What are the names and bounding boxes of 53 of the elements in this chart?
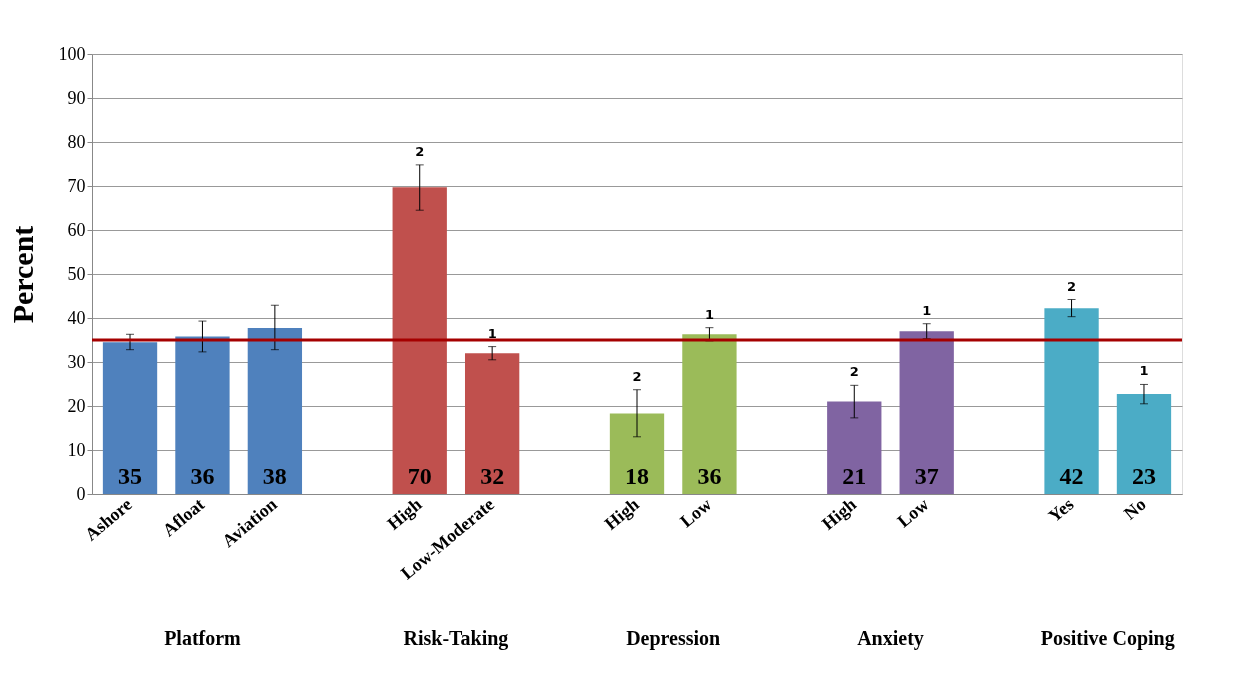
y-tick-label: 70: [67, 175, 86, 196]
y-tick-label: 100: [58, 43, 86, 64]
bar: [899, 331, 954, 494]
bar: [392, 187, 447, 494]
annotation: 2: [415, 143, 425, 159]
x-tick-label: Low: [893, 494, 933, 532]
data-label: 42: [1059, 463, 1084, 489]
x-tick-label: No: [1120, 494, 1150, 524]
x-tick-label: High: [818, 494, 861, 534]
x-tick-label: High: [600, 494, 643, 534]
x-tick-label: Low: [676, 494, 716, 532]
data-label: 36: [697, 463, 722, 489]
annotation: 2: [1067, 278, 1077, 294]
annotation: 1: [487, 325, 497, 341]
y-tick-label: 60: [67, 219, 86, 240]
bar: [175, 336, 230, 494]
text: Positive Coping: [1040, 627, 1175, 650]
bar: [102, 342, 158, 494]
annotation: 2: [849, 364, 859, 380]
y-tick-label: 10: [67, 439, 86, 460]
bar: [1116, 394, 1172, 494]
data-label: 32: [480, 463, 505, 489]
text: Anxiety: [857, 627, 924, 650]
text: Platform: [164, 627, 242, 649]
bar: [827, 401, 882, 494]
y-axis-title: Percent: [5, 225, 39, 324]
data-label: 35: [118, 463, 143, 489]
data-label: 37: [914, 463, 939, 489]
data-label: 21: [842, 463, 867, 489]
annotation: 1: [704, 306, 714, 322]
y-tick-label: 40: [67, 307, 86, 328]
x-tick-label: Yes: [1044, 494, 1078, 527]
y-tick-label: 80: [67, 131, 86, 152]
annotation: 2: [632, 368, 642, 384]
y-tick-label: 0: [76, 483, 86, 504]
y-tick-label: 50: [67, 263, 86, 284]
bar: [682, 334, 737, 494]
bar: [464, 353, 520, 494]
bar: [1044, 308, 1099, 494]
y-tick-label: 90: [67, 87, 86, 108]
data-label: 23: [1131, 463, 1156, 489]
annotation: 1: [922, 302, 932, 318]
bar: [247, 328, 303, 494]
bar: [609, 413, 665, 494]
data-label: 70: [407, 463, 432, 489]
y-tick-label: 20: [67, 395, 86, 416]
text: Depression: [626, 627, 721, 650]
data-label: 18: [625, 463, 649, 489]
text: Risk-Taking: [403, 627, 509, 650]
y-tick-label: 30: [67, 351, 86, 372]
annotation: 1: [1139, 363, 1149, 379]
data-label: 38: [262, 463, 287, 489]
data-label: 36: [190, 463, 215, 489]
